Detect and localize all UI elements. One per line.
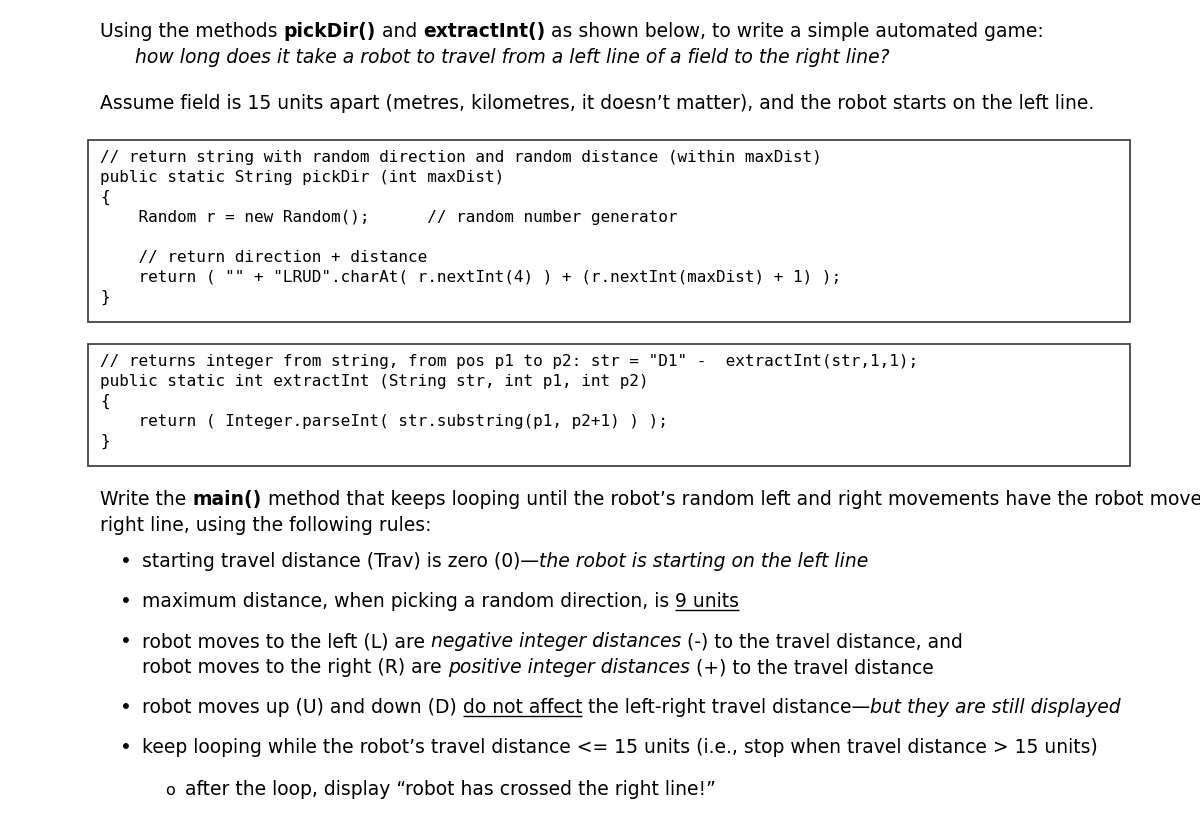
Text: Assume field is 15 units apart (metres, kilometres, it doesn’t matter), and the : Assume field is 15 units apart (metres, …: [100, 94, 1094, 113]
Text: public static String pickDir (int maxDist): public static String pickDir (int maxDis…: [100, 170, 504, 185]
Text: •: •: [120, 698, 132, 717]
Text: •: •: [120, 632, 132, 651]
Text: // return direction + distance: // return direction + distance: [100, 250, 427, 265]
Text: right line, using the following rules:: right line, using the following rules:: [100, 516, 432, 535]
Text: robot moves to the right (R) are: robot moves to the right (R) are: [142, 658, 448, 677]
Bar: [88, 344, 1130, 466]
Text: {: {: [100, 394, 109, 409]
Text: }: }: [100, 290, 109, 306]
Text: robot moves to the left (L) are: robot moves to the left (L) are: [142, 632, 431, 651]
Text: after the loop, display “robot has crossed the right line!”: after the loop, display “robot has cross…: [185, 780, 715, 799]
Bar: [88, 140, 1130, 322]
Text: return ( Integer.parseInt( str.substring(p1, p2+1) ) );: return ( Integer.parseInt( str.substring…: [100, 414, 668, 429]
Text: as shown below, to write a simple automated game:: as shown below, to write a simple automa…: [545, 22, 1044, 41]
Text: but they are still displayed: but they are still displayed: [870, 698, 1121, 717]
Text: •: •: [120, 592, 132, 611]
Text: starting travel distance (Trav) is zero (0)—: starting travel distance (Trav) is zero …: [142, 552, 539, 571]
Text: Random r = new Random();      // random number generator: Random r = new Random(); // random numbe…: [100, 210, 678, 225]
Text: positive integer distances: positive integer distances: [448, 658, 690, 677]
Text: •: •: [120, 738, 132, 757]
Text: {: {: [100, 190, 109, 205]
Text: negative integer distances: negative integer distances: [431, 632, 682, 651]
Text: o: o: [166, 783, 175, 798]
Text: pickDir(): pickDir(): [283, 22, 376, 41]
Text: extractInt(): extractInt(): [424, 22, 545, 41]
Text: do not affect: do not affect: [463, 698, 582, 717]
Text: }: }: [100, 434, 109, 449]
Text: public static int extractInt (String str, int p1, int p2): public static int extractInt (String str…: [100, 374, 649, 389]
Text: the left-right travel distance—: the left-right travel distance—: [582, 698, 870, 717]
Text: Write the: Write the: [100, 490, 192, 509]
Text: (-) to the travel distance, and: (-) to the travel distance, and: [682, 632, 964, 651]
Text: // returns integer from string, from pos p1 to p2: str = "D1" -  extractInt(str,: // returns integer from string, from pos…: [100, 354, 918, 369]
Text: main(): main(): [192, 490, 262, 509]
Text: the robot is starting on the left line: the robot is starting on the left line: [539, 552, 869, 571]
Text: maximum distance, when picking a random direction, is: maximum distance, when picking a random …: [142, 592, 676, 611]
Text: and: and: [376, 22, 424, 41]
Text: •: •: [120, 552, 132, 571]
Text: // return string with random direction and random distance (within maxDist): // return string with random direction a…: [100, 150, 822, 165]
Text: Using the methods: Using the methods: [100, 22, 283, 41]
Text: how long does it take a robot to travel from a left line of a field to the right: how long does it take a robot to travel …: [134, 48, 889, 67]
Text: robot moves up (U) and down (D): robot moves up (U) and down (D): [142, 698, 463, 717]
Text: method that keeps looping until the robot’s random left and right movements have: method that keeps looping until the robo…: [262, 490, 1200, 509]
Text: keep looping while the robot’s travel distance <= 15 units (i.e., stop when trav: keep looping while the robot’s travel di…: [142, 738, 1098, 757]
Text: return ( "" + "LRUD".charAt( r.nextInt(4) ) + (r.nextInt(maxDist) + 1) );: return ( "" + "LRUD".charAt( r.nextInt(4…: [100, 270, 841, 285]
Text: 9 units: 9 units: [676, 592, 739, 611]
Text: (+) to the travel distance: (+) to the travel distance: [690, 658, 934, 677]
